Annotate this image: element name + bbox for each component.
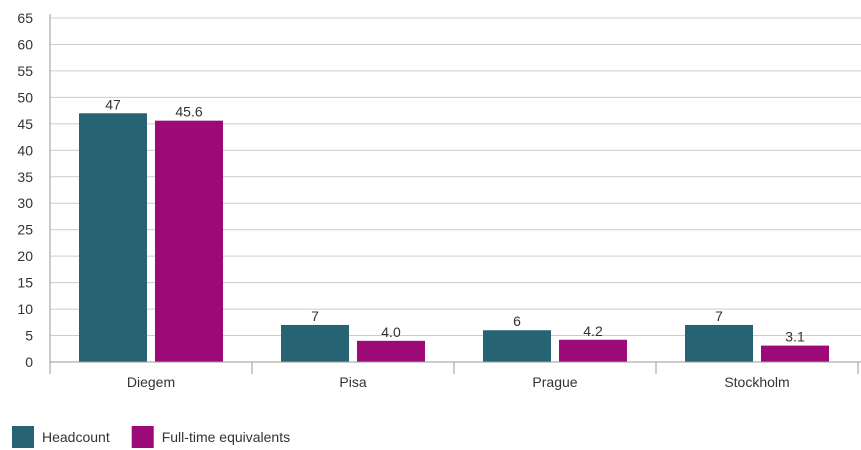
legend-label: Headcount [42, 429, 110, 445]
data-label: 7 [715, 308, 723, 324]
y-tick-label: 60 [17, 36, 33, 52]
y-tick-label: 30 [17, 195, 33, 211]
y-tick-label: 5 [25, 328, 33, 344]
bar-full-time-equivalents-diegem [155, 120, 223, 362]
y-tick-label: 40 [17, 142, 33, 158]
y-tick-label: 10 [17, 301, 33, 317]
x-category-label: Pisa [339, 374, 366, 390]
y-tick-label: 35 [17, 169, 33, 185]
bar-headcount-pisa [281, 324, 349, 362]
y-tick-label: 15 [17, 275, 33, 291]
bars [79, 113, 829, 362]
legend: Headcount Full-time equivalents [12, 426, 290, 448]
data-label: 4.2 [583, 323, 603, 339]
y-axis-tick-labels: 0 5 10 15 20 25 30 35 40 45 50 55 60 65 [17, 10, 33, 370]
bar-headcount-prague [483, 330, 551, 362]
data-label: 45.6 [175, 104, 202, 120]
axes [49, 14, 861, 374]
bar-full-time-equivalents-prague [559, 339, 627, 362]
y-tick-label: 55 [17, 63, 33, 79]
y-tick-label: 0 [25, 354, 33, 370]
x-axis-category-labels: Diegem Pisa Prague Stockholm [127, 374, 790, 390]
bar-full-time-equivalents-pisa [357, 340, 425, 362]
x-category-label: Diegem [127, 374, 175, 390]
x-category-label: Stockholm [724, 374, 789, 390]
legend-swatch [12, 426, 34, 448]
bar-full-time-equivalents-stockholm [761, 345, 829, 362]
legend-swatch [131, 426, 154, 448]
bar-headcount-diegem [79, 113, 147, 362]
y-tick-label: 25 [17, 222, 33, 238]
data-label: 6 [513, 313, 521, 329]
data-label: 7 [311, 308, 319, 324]
bar-headcount-stockholm [685, 324, 753, 362]
y-tick-label: 65 [17, 10, 33, 26]
y-tick-label: 50 [17, 89, 33, 105]
y-tick-label: 45 [17, 116, 33, 132]
data-label: 47 [105, 96, 121, 112]
y-tick-label: 20 [17, 248, 33, 264]
legend-label: Full-time equivalents [162, 429, 290, 445]
x-category-label: Prague [532, 374, 577, 390]
data-label: 3.1 [785, 329, 805, 345]
data-label: 4.0 [381, 324, 401, 340]
data-labels: 47 45.6 7 4.0 6 4.2 7 3.1 [105, 96, 805, 344]
